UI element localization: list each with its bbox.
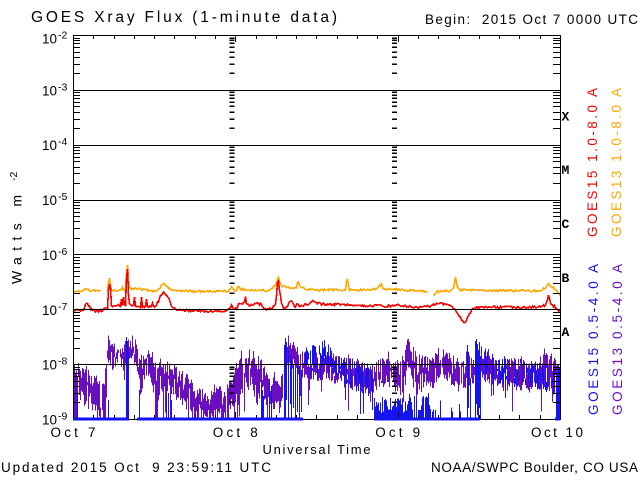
svg-text:-6: -6: [58, 246, 67, 258]
svg-text:-2: -2: [58, 30, 67, 42]
svg-text:GOES13 1.0-8.0 A: GOES13 1.0-8.0 A: [609, 88, 624, 237]
svg-text:-3: -3: [58, 81, 67, 93]
svg-text:-9: -9: [58, 411, 67, 423]
svg-text:10: 10: [42, 303, 57, 318]
svg-text:-5: -5: [58, 191, 67, 203]
svg-text:-8: -8: [58, 356, 67, 368]
svg-text:X: X: [562, 109, 570, 124]
svg-text:-4: -4: [58, 136, 67, 148]
svg-text:GOES13 0.5-4.0 A: GOES13 0.5-4.0 A: [610, 264, 625, 415]
svg-text:10: 10: [42, 248, 57, 263]
svg-text:NOAA/SWPC Boulder, CO USA: NOAA/SWPC Boulder, CO USA: [431, 460, 638, 475]
svg-text:-2: -2: [8, 172, 20, 181]
svg-text:10: 10: [42, 193, 57, 208]
svg-text:M: M: [562, 163, 570, 178]
svg-text:10: 10: [42, 32, 57, 47]
svg-text:GOES15 0.5-4.0 A: GOES15 0.5-4.0 A: [586, 264, 601, 415]
svg-text:10: 10: [42, 413, 57, 428]
svg-text:Begin: 2015 Oct 7 0000 UTC: Begin: 2015 Oct 7 0000 UTC: [425, 12, 638, 27]
svg-text:Universal Time: Universal Time: [263, 442, 371, 457]
svg-text:10: 10: [42, 138, 57, 153]
svg-text:10: 10: [42, 83, 57, 98]
svg-text:GOES15 1.0-8.0 A: GOES15 1.0-8.0 A: [585, 88, 600, 237]
svg-text:A: A: [562, 325, 570, 340]
svg-text:B: B: [562, 271, 570, 286]
svg-text:Updated 2015 Oct 9 23:59:11 U: Updated 2015 Oct 9 23:59:11 UTC: [1, 460, 271, 475]
svg-text:Watts m: Watts m: [9, 195, 25, 284]
svg-text:C: C: [562, 217, 570, 232]
svg-text:10: 10: [42, 358, 57, 373]
svg-text:-7: -7: [58, 301, 67, 313]
